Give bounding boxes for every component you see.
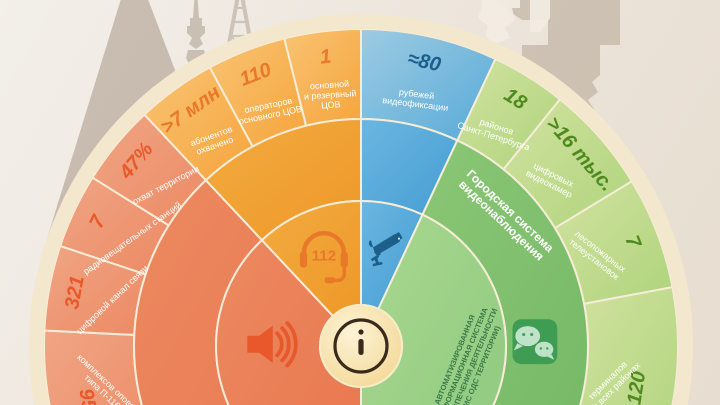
svg-text:112: 112 <box>312 247 337 264</box>
svg-text:ЦОВ: ЦОВ <box>321 99 341 110</box>
